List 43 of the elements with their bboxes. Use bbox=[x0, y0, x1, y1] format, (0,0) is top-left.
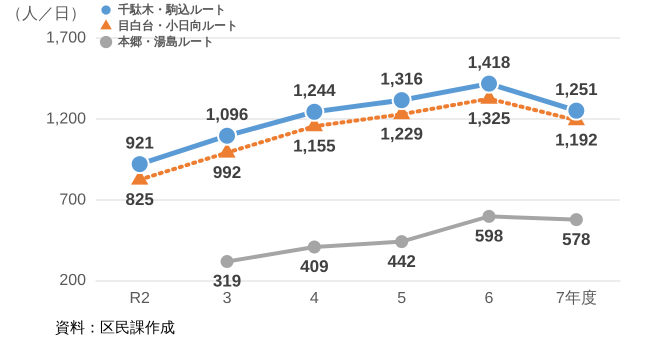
x-tick-label: 7年度 bbox=[556, 288, 597, 307]
data-label: 825 bbox=[126, 190, 154, 209]
point bbox=[566, 100, 586, 121]
y-tick-label: 1,200 bbox=[46, 110, 86, 128]
data-label: 992 bbox=[212, 162, 242, 182]
x-tick-label: 5 bbox=[397, 290, 406, 307]
data-label: 1,325 bbox=[468, 108, 510, 128]
data-label: 1,192 bbox=[555, 130, 598, 150]
data-label: 319 bbox=[212, 272, 242, 291]
point bbox=[304, 102, 324, 122]
x-tick-label: 4 bbox=[310, 290, 319, 307]
text: 資料：区民課作成 bbox=[55, 320, 175, 337]
data-label: 409 bbox=[300, 257, 329, 276]
legend-label: 千駄木・駒込ルート bbox=[117, 2, 226, 16]
data-label: 921 bbox=[126, 133, 154, 152]
data-label: 1,316 bbox=[380, 69, 423, 88]
legend-label: 本郷・湯島ルート bbox=[117, 34, 214, 48]
point bbox=[570, 213, 583, 226]
y-axis-title: （人／日） bbox=[6, 5, 86, 22]
legend-label: 目白台・小日向ルート bbox=[118, 18, 238, 32]
data-label: 598 bbox=[474, 226, 504, 246]
y-tick-label: 1,700 bbox=[46, 29, 86, 46]
point bbox=[395, 235, 408, 248]
data-label: 1,251 bbox=[555, 80, 598, 99]
y-tick-label: 200 bbox=[59, 272, 86, 290]
data-label: 578 bbox=[562, 230, 591, 249]
y-tick-label: 700 bbox=[59, 191, 86, 208]
point bbox=[130, 154, 150, 174]
point bbox=[308, 240, 321, 254]
data-label: 442 bbox=[387, 252, 416, 271]
point bbox=[217, 126, 238, 146]
point bbox=[392, 90, 412, 110]
data-label: 1,155 bbox=[293, 136, 336, 156]
x-tick-label: 3 bbox=[222, 290, 232, 307]
data-label: 1,229 bbox=[380, 124, 423, 144]
x-tick-label: R2 bbox=[129, 290, 150, 307]
point bbox=[220, 255, 234, 268]
point bbox=[479, 74, 500, 94]
point bbox=[482, 210, 496, 223]
x-tick-label: 6 bbox=[484, 290, 494, 307]
data-label: 1,244 bbox=[293, 81, 336, 100]
data-label: 1,418 bbox=[468, 52, 510, 72]
data-label: 1,096 bbox=[206, 104, 248, 124]
